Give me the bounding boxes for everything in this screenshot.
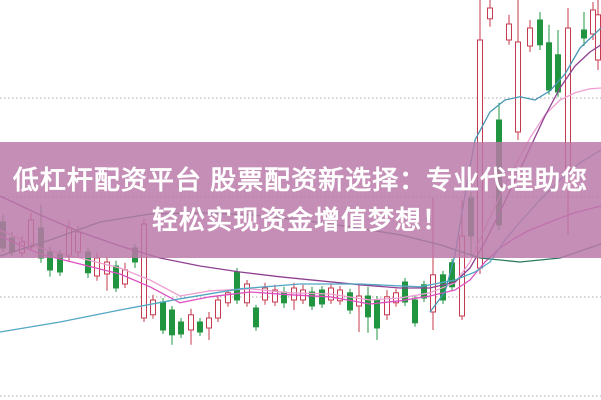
- candle-body-down: [253, 307, 259, 328]
- candle-body-down: [374, 299, 380, 329]
- candle-body-down: [537, 19, 543, 46]
- candle-body-down: [234, 271, 240, 301]
- promo-headline-line2: 轻松实现资金增值梦想！: [151, 205, 449, 235]
- candle-body-up: [244, 283, 250, 304]
- candle-body-up: [527, 27, 533, 47]
- candle-body-down: [347, 292, 353, 311]
- candle-body-down: [178, 321, 184, 335]
- candle-body-up: [104, 261, 110, 275]
- promo-headline-line1: 低杠杆配资平台 股票配资新选择：专业代理助您: [12, 165, 589, 195]
- candle-body-down: [555, 54, 561, 93]
- candle-body-up: [506, 23, 512, 41]
- candle-body-up: [150, 299, 156, 316]
- candle-body-up: [595, 14, 601, 61]
- candle-body-down: [169, 309, 175, 336]
- candle-body-up: [487, 7, 493, 20]
- candle-body-up: [272, 289, 278, 303]
- candle-body-down: [402, 281, 408, 303]
- candle-body-up: [515, 41, 521, 133]
- candle-body-up: [215, 299, 221, 319]
- candle-body-up: [291, 287, 297, 301]
- candle-body-down: [546, 42, 552, 91]
- candle-body-down: [197, 321, 203, 333]
- candle-body-up: [590, 9, 596, 35]
- candle-body-down: [421, 284, 427, 299]
- candle-body-up: [94, 257, 100, 277]
- promo-banner-overlay: 低杠杆配资平台 股票配资新选择：专业代理助您 轻松实现资金增值梦想！: [0, 142, 601, 258]
- candle-body-up: [262, 287, 268, 301]
- candle-body-down: [365, 295, 371, 318]
- candle-body-up: [225, 292, 231, 304]
- candle-body-down: [160, 301, 166, 331]
- candle-body-down: [581, 29, 587, 39]
- candle-body-up: [430, 274, 436, 313]
- candle-body-down: [412, 299, 418, 324]
- candle-body-down: [309, 291, 315, 307]
- candle-body-down: [113, 265, 119, 289]
- candle-body-up: [206, 317, 212, 329]
- candle-body-up: [188, 314, 194, 331]
- candle-body-up: [384, 296, 390, 316]
